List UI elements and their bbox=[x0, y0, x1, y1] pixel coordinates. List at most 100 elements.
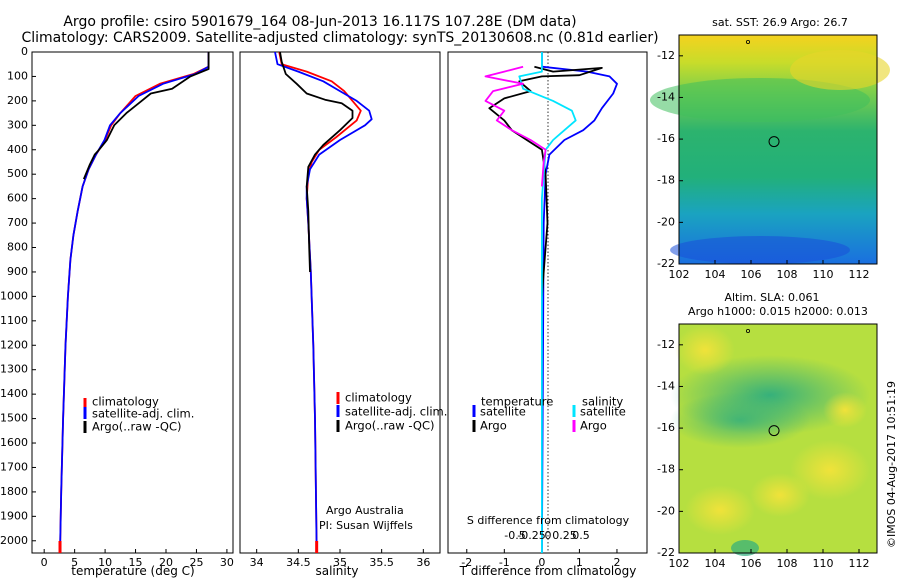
legend-label-temp-satellite: satellite bbox=[480, 405, 526, 419]
map-symbol bbox=[746, 328, 751, 333]
temperature-xlabel: temperature (deg C) bbox=[71, 564, 194, 578]
sst-map-panel: sat. SST: 26.9 Argo: 26.7 102 104 106 108 11… bbox=[650, 16, 890, 281]
legend-label-climatology: climatology bbox=[92, 395, 159, 409]
map-symbol bbox=[746, 40, 751, 45]
sla-high-patch-d bbox=[750, 473, 810, 517]
sla-high-patch-a bbox=[675, 325, 735, 375]
map-y-tick-label: -14 bbox=[657, 90, 675, 103]
s-diff-tick-label: 0.25 bbox=[552, 529, 577, 542]
depth-tick-label: 1300 bbox=[0, 363, 28, 376]
depth-axis: 0 100 200 300 400 500 600 700 800 900 1000 1100 1200… bbox=[0, 45, 36, 547]
map-y-tick-label: -20 bbox=[657, 215, 675, 228]
difference-axes-box bbox=[447, 51, 648, 554]
series-line-salinity-satellite bbox=[518, 52, 577, 553]
map-y-tick-label: -18 bbox=[657, 174, 675, 187]
legend-title-temperature: temperature bbox=[481, 395, 553, 409]
legend-title-salinity: salinity bbox=[582, 395, 623, 409]
figure-title-line2: Climatology: CARS2009. Satellite-adjuste… bbox=[21, 30, 658, 46]
imos-timestamp: ©IMOS 04-Aug-2017 10:51:19 bbox=[885, 381, 898, 548]
sla-low-spot bbox=[731, 540, 759, 556]
sla-high-patch-c bbox=[790, 440, 870, 500]
series-line-climatology bbox=[59, 52, 210, 554]
series-line-temperature-argo bbox=[488, 65, 603, 297]
depth-tick-label: 1400 bbox=[0, 387, 28, 400]
map-x-tick-label: 104 bbox=[705, 268, 726, 281]
s-difference-label: S difference from climatology bbox=[467, 514, 630, 527]
salinity-legend: climatology satellite-adj. clim. Argo(..… bbox=[336, 391, 447, 433]
sla-map-panel: Altim. SLA: 0.061 Argo h1000: 0.015 h200… bbox=[657, 291, 878, 570]
depth-tick-label: 2000 bbox=[0, 534, 28, 547]
sst-warm-patch bbox=[790, 50, 890, 90]
sst-map-title: sat. SST: 26.9 Argo: 26.7 bbox=[712, 16, 848, 29]
map-y-tick-label: -22 bbox=[657, 546, 675, 559]
depth-tick-label: 300 bbox=[7, 118, 28, 131]
sla-map-title: Altim. SLA: 0.061 bbox=[724, 291, 819, 304]
series-line-argo-raw-qc- bbox=[82, 52, 210, 180]
map-y-tick-label: -12 bbox=[657, 49, 675, 62]
temperature-legend: climatology satellite-adj. clim. Argo(..… bbox=[83, 395, 194, 434]
sla-map-subtitle: Argo h1000: 0.015 h2000: 0.013 bbox=[688, 305, 868, 318]
temperature-axes-box bbox=[31, 51, 234, 554]
sla-high-patch-b bbox=[823, 392, 867, 428]
depth-tick-label: 1000 bbox=[0, 289, 28, 302]
depth-tick-label: 500 bbox=[7, 167, 28, 180]
series-line-temperature-satellite bbox=[541, 52, 618, 554]
x-tick-label: 30 bbox=[220, 556, 234, 569]
x-tick-label: 1 bbox=[576, 556, 583, 569]
legend-label-argo: Argo(..raw -QC) bbox=[345, 419, 435, 433]
depth-tick-label: 0 bbox=[21, 45, 28, 58]
series-line-argo-raw-qc- bbox=[279, 51, 354, 273]
map-x-tick-label: 108 bbox=[777, 557, 798, 570]
x-tick-label: 36 bbox=[416, 556, 430, 569]
argo-position-marker bbox=[768, 425, 780, 437]
argo-position-marker bbox=[768, 136, 780, 148]
series-line-satellite-adj-clim- bbox=[59, 52, 210, 554]
map-x-tick-label: 106 bbox=[741, 557, 762, 570]
s-diff-tick-label: 0 bbox=[545, 529, 552, 542]
float-owner-line1: Argo Australia bbox=[326, 504, 404, 517]
map-y-tick-label: -20 bbox=[657, 504, 675, 517]
map-x-tick-label: 112 bbox=[849, 268, 870, 281]
depth-tick-label: 700 bbox=[7, 216, 28, 229]
difference-panel: -2 -1 0 1 2 S difference from climatology -0… bbox=[447, 51, 648, 578]
salinity-panel: 34 34.5 35 35.5 36 salinity climatology sate… bbox=[239, 51, 447, 578]
depth-tick-label: 1900 bbox=[0, 509, 28, 522]
series-line-salinity-argo bbox=[484, 65, 547, 187]
map-y-tick-label: -22 bbox=[657, 257, 675, 270]
x-tick-label: 34 bbox=[250, 556, 264, 569]
x-tick-label: 35.5 bbox=[369, 556, 394, 569]
s-diff-tick-label: 0.5 bbox=[572, 529, 590, 542]
sla-low-patch bbox=[670, 392, 810, 448]
depth-tick-label: 200 bbox=[7, 94, 28, 107]
x-tick-label: 15 bbox=[129, 556, 143, 569]
figure-title-line1: Argo profile: csiro 5901679_164 08-Jun-2… bbox=[63, 14, 576, 30]
depth-tick-label: 1700 bbox=[0, 460, 28, 473]
map-x-tick-label: 102 bbox=[669, 557, 690, 570]
x-tick-label: 0 bbox=[538, 556, 545, 569]
legend-label-climatology: climatology bbox=[345, 391, 412, 405]
x-tick-label: 0 bbox=[41, 556, 48, 569]
salinity-axes-box bbox=[239, 51, 441, 554]
difference-legend: temperature salinity satellite Argo sate… bbox=[472, 395, 626, 433]
x-tick-label: -2 bbox=[461, 556, 472, 569]
depth-tick-label: 1800 bbox=[0, 485, 28, 498]
map-y-tick-label: -16 bbox=[657, 421, 675, 434]
map-y-tick-label: -18 bbox=[657, 463, 675, 476]
x-tick-label: 10 bbox=[98, 556, 112, 569]
x-tick-label: 20 bbox=[159, 556, 173, 569]
map-x-tick-label: 108 bbox=[777, 268, 798, 281]
depth-tick-label: 1200 bbox=[0, 338, 28, 351]
depth-tick-label: 100 bbox=[7, 69, 28, 82]
x-tick-label: 2 bbox=[613, 556, 620, 569]
map-y-tick-label: -16 bbox=[657, 132, 675, 145]
map-x-tick-label: 104 bbox=[705, 557, 726, 570]
map-x-tick-label: 112 bbox=[849, 557, 870, 570]
depth-tick-label: 400 bbox=[7, 143, 28, 156]
series-line-satellite-adj-clim- bbox=[274, 51, 373, 554]
series-line-climatology bbox=[278, 51, 362, 554]
map-y-tick-label: -12 bbox=[657, 338, 675, 351]
x-tick-label: 25 bbox=[189, 556, 203, 569]
s-diff-tick-label: -0.5 bbox=[504, 529, 525, 542]
depth-tick-label: 800 bbox=[7, 241, 28, 254]
